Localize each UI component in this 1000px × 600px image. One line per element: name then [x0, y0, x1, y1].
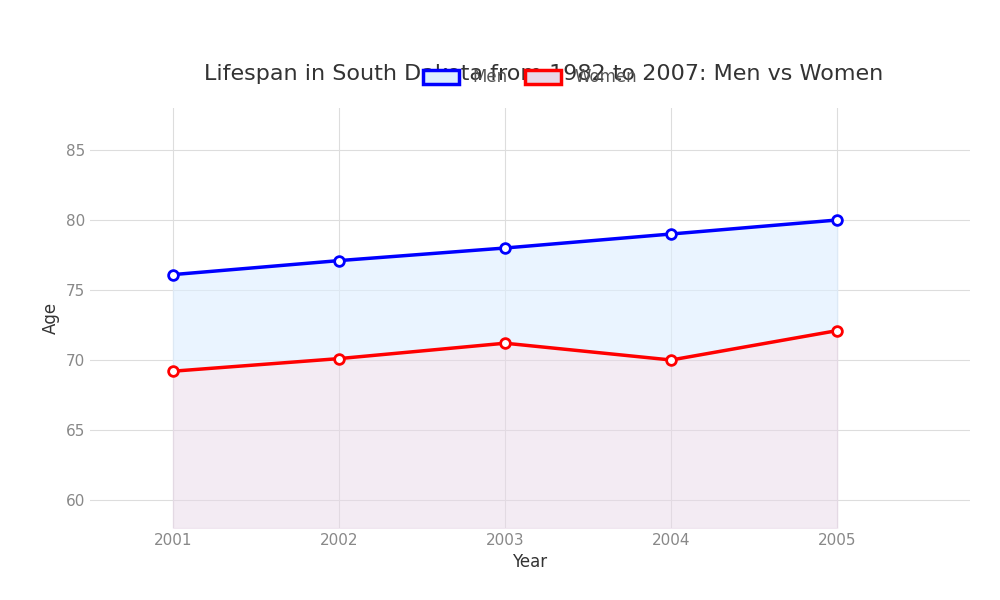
Legend: Men, Women: Men, Women — [416, 62, 644, 93]
Y-axis label: Age: Age — [42, 302, 60, 334]
Text: Lifespan in South Dakota from 1982 to 2007: Men vs Women: Lifespan in South Dakota from 1982 to 20… — [204, 64, 884, 84]
X-axis label: Year: Year — [512, 553, 548, 571]
